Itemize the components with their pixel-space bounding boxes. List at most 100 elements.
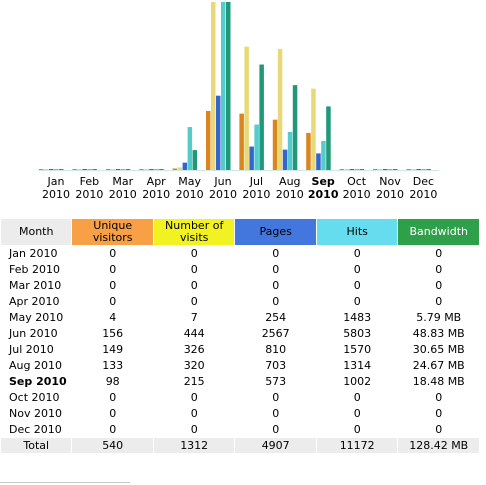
table-row: Mar 2010 0 0 0 0 0 — [1, 278, 479, 293]
cell-pages: 0 — [272, 279, 280, 292]
bar-unique-visitors — [72, 169, 77, 170]
month-label-month: Apr — [146, 175, 166, 188]
bar-unique-visitors — [306, 132, 311, 170]
cell-bandwidth: 0 — [435, 423, 443, 436]
bar-bandwidth — [259, 64, 264, 170]
bar-unique-visitors — [272, 119, 278, 170]
cell-number-of-visits: 326 — [183, 343, 205, 356]
bar-unique-visitors — [105, 169, 111, 170]
bar-number-of-visits — [411, 169, 416, 170]
cell-hits: 0 — [353, 391, 361, 404]
cell-pages: 0 — [272, 263, 280, 276]
bar-hits — [254, 124, 259, 170]
cell-bandwidth: 0 — [435, 263, 443, 276]
cell-number-of-visits: 0 — [190, 247, 198, 260]
cell-hits: 5803 — [343, 327, 372, 340]
cell-bandwidth: 30.65 MB — [412, 343, 465, 356]
cell-number-of-visits: 444 — [183, 327, 205, 340]
bar-unique-visitors — [239, 113, 244, 170]
month-label-year: 2010 — [209, 188, 237, 201]
month-label: Apr 2010 — [139, 175, 173, 201]
month-label: Feb 2010 — [72, 175, 106, 201]
total-pages: 4907 — [235, 438, 316, 453]
month-label-year: 2010 — [275, 188, 304, 201]
cell-bandwidth: 0 — [435, 407, 443, 420]
cell-pages: 254 — [265, 311, 287, 324]
total-row: Total 540 1312 4907 11172 128.42 MB — [1, 438, 479, 453]
bar-bandwidth — [292, 85, 298, 170]
month-label-year: 2010 — [307, 188, 339, 201]
cell-month: Sep 2010 — [9, 375, 67, 388]
bar-bandwidth — [92, 169, 97, 170]
cell-month: Nov 2010 — [9, 407, 62, 420]
bar-unique-visitors — [139, 169, 144, 170]
cell-hits: 1314 — [343, 359, 372, 372]
month-label-year: 2010 — [75, 188, 104, 201]
bar-bandwidth — [125, 169, 131, 170]
month-label-year: 2010 — [108, 188, 137, 201]
bar-pages — [115, 169, 121, 170]
month-label: Jun 2010 — [206, 175, 240, 201]
cell-month: Jul 2010 — [9, 343, 54, 356]
cell-number-of-visits: 0 — [190, 391, 198, 404]
month-label: Sep 2010 — [306, 175, 340, 201]
cell-unique-visitors: 0 — [109, 279, 117, 292]
bar-hits — [187, 127, 193, 170]
month-label-year: 2010 — [142, 188, 171, 201]
cell-pages: 0 — [272, 391, 280, 404]
month-label-month: Feb — [79, 175, 100, 188]
bar-number-of-visits — [344, 169, 350, 170]
cell-unique-visitors: 0 — [109, 263, 117, 276]
table-row: Apr 2010 0 0 0 0 0 — [1, 294, 479, 309]
cell-hits: 0 — [353, 279, 361, 292]
month-label-month: Dec — [412, 175, 435, 188]
month-label: Dec 2010 — [406, 175, 440, 201]
bar-hits — [287, 131, 293, 170]
cell-unique-visitors: 0 — [109, 295, 117, 308]
bar-bandwidth — [226, 2, 231, 170]
month-label: Aug 2010 — [273, 175, 307, 201]
bar-unique-visitors — [339, 169, 345, 170]
cell-unique-visitors: 0 — [109, 423, 117, 436]
bar-bandwidth — [393, 169, 398, 170]
table-header-row: Month Unique visitors Number of visits P… — [1, 219, 479, 245]
bar-bandwidth — [159, 169, 164, 170]
bar-number-of-visits — [311, 88, 316, 170]
bar-hits — [388, 169, 393, 170]
cell-month: Oct 2010 — [9, 391, 60, 404]
cell-hits: 1570 — [343, 343, 372, 356]
bar-pages — [416, 169, 421, 170]
month-label-month: Sep — [311, 175, 335, 188]
bar-pages — [316, 153, 321, 170]
month-label-year: 2010 — [242, 188, 271, 201]
cell-bandwidth: 48.83 MB — [412, 327, 465, 340]
cell-month: Dec 2010 — [9, 423, 62, 436]
cell-unique-visitors: 149 — [102, 343, 124, 356]
cell-pages: 573 — [265, 375, 287, 388]
cell-unique-visitors: 0 — [109, 407, 117, 420]
bar-number-of-visits — [44, 169, 49, 170]
bar-number-of-visits — [110, 169, 116, 170]
table-row: Feb 2010 0 0 0 0 0 — [1, 262, 479, 277]
bar-number-of-visits — [244, 46, 249, 170]
bar-pages — [49, 169, 54, 170]
cell-number-of-visits: 7 — [190, 311, 198, 324]
month-label: Mar 2010 — [106, 175, 140, 201]
cell-number-of-visits: 0 — [190, 295, 198, 308]
cell-unique-visitors: 156 — [102, 327, 124, 340]
bar-unique-visitors — [206, 110, 211, 170]
month-label: May 2010 — [173, 175, 207, 201]
cell-number-of-visits: 0 — [190, 263, 198, 276]
bar-number-of-visits — [77, 169, 82, 170]
cell-bandwidth: 0 — [435, 279, 443, 292]
bar-number-of-visits — [144, 169, 149, 170]
header-pages: Pages — [235, 219, 316, 245]
cell-unique-visitors: 98 — [105, 375, 120, 388]
bar-bandwidth — [359, 169, 365, 170]
cell-unique-visitors: 133 — [102, 359, 124, 372]
cell-bandwidth: 0 — [435, 247, 443, 260]
cell-bandwidth: 5.79 MB — [416, 311, 462, 324]
cell-number-of-visits: 0 — [190, 407, 198, 420]
table-row: Jul 2010 149 326 810 1570 30.65 MB — [1, 342, 479, 357]
cell-unique-visitors: 0 — [109, 247, 117, 260]
